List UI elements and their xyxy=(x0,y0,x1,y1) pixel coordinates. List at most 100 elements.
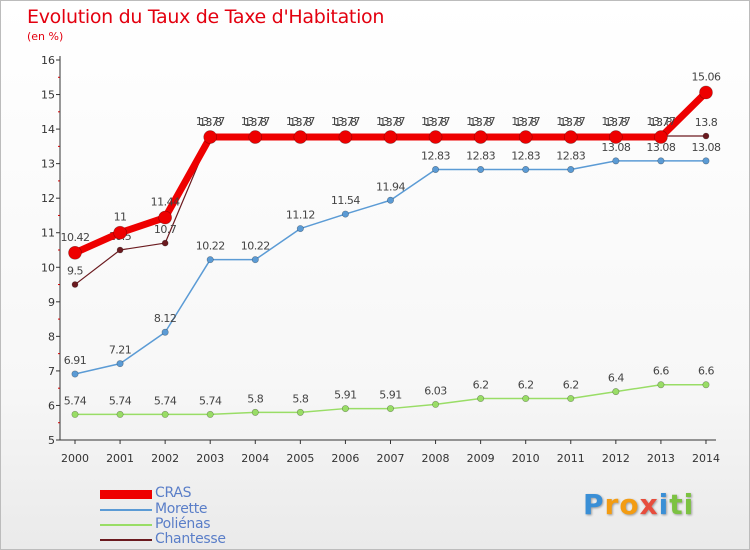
data-label-chantesse: 13.8 xyxy=(244,116,267,129)
legend-swatch-morette xyxy=(100,509,152,511)
data-label-chantesse: 13.8 xyxy=(560,116,583,129)
data-point-chantesse xyxy=(161,239,169,247)
data-label-polienas: 6.4 xyxy=(608,372,624,385)
data-label-morette: 11.54 xyxy=(331,194,360,207)
data-point-polienas xyxy=(296,408,304,416)
y-tick-label: 11 xyxy=(41,227,55,240)
axes: 5 6 7 8 9 10 11 12 13 14 15 16 2000 2001 2002 2003 2004 2… xyxy=(41,54,720,465)
legend-label-polienas: Poliénas xyxy=(155,516,211,532)
data-label-chantesse: 13.8 xyxy=(334,116,357,129)
legend-swatch-polienas xyxy=(100,524,152,526)
x-tick-label: 2005 xyxy=(286,452,314,465)
data-point-morette xyxy=(206,256,214,264)
data-point-cras xyxy=(428,130,443,144)
y-tick-label: 6 xyxy=(48,399,55,412)
data-point-morette xyxy=(386,196,394,204)
data-label-polienas: 6.2 xyxy=(473,379,489,392)
proxiti-logo: Proxiti xyxy=(583,488,694,521)
logo-letter: i xyxy=(683,488,695,521)
data-label-cras: 15.06 xyxy=(691,70,720,83)
data-point-morette xyxy=(251,256,259,264)
y-tick-label: 8 xyxy=(48,330,55,343)
data-label-chantesse: 13.8 xyxy=(650,116,673,129)
y-tick-label: 5 xyxy=(48,434,55,447)
x-tick-label: 2012 xyxy=(602,452,630,465)
data-point-cras xyxy=(293,130,308,144)
data-point-polienas xyxy=(161,410,169,418)
legend-item-cras[interactable]: CRAS xyxy=(100,485,300,502)
data-label-chantesse: 13.8 xyxy=(289,116,312,129)
data-label-cras: 10.42 xyxy=(61,231,90,244)
data-label-cras: 13.77 xyxy=(601,115,630,128)
data-point-morette xyxy=(657,157,665,165)
x-tick-label: 2013 xyxy=(647,452,675,465)
data-label-polienas: 6.2 xyxy=(563,379,579,392)
data-point-cras xyxy=(338,130,353,144)
data-label-cras: 13.77 xyxy=(331,115,360,128)
data-label-chantesse: 13.8 xyxy=(695,116,718,129)
data-label-cras: 13.77 xyxy=(196,115,225,128)
data-point-cras xyxy=(518,130,533,144)
legend-item-polienas[interactable]: Poliénas xyxy=(100,516,300,533)
data-point-polienas xyxy=(71,410,79,418)
data-point-cras xyxy=(158,210,172,225)
data-label-morette: 8.12 xyxy=(154,312,177,325)
x-tick-label: 2010 xyxy=(512,452,540,465)
data-point-polienas xyxy=(477,395,485,403)
data-label-polienas: 5.74 xyxy=(154,394,177,407)
data-point-cras xyxy=(563,130,578,144)
legend-swatch-chantesse xyxy=(100,539,152,541)
data-point-polienas xyxy=(522,395,530,403)
x-tick-label: 2003 xyxy=(196,452,224,465)
data-label-cras: 11 xyxy=(114,211,127,224)
data-label-chantesse: 13.8 xyxy=(379,116,402,129)
data-point-cras xyxy=(609,130,623,144)
x-tick-label: 2007 xyxy=(376,452,404,465)
data-label-morette: 11.12 xyxy=(286,209,315,222)
data-point-morette xyxy=(477,166,485,174)
data-point-chantesse xyxy=(71,281,79,288)
legend-item-chantesse[interactable]: Chantesse xyxy=(100,531,300,548)
data-point-polienas xyxy=(702,381,710,389)
x-tick-label: 2000 xyxy=(61,452,89,465)
data-label-morette: 13.08 xyxy=(691,141,720,154)
data-point-cras xyxy=(383,130,398,144)
legend-label-chantesse: Chantesse xyxy=(155,531,226,547)
data-label-morette: 7.21 xyxy=(109,344,132,357)
data-label-cras: 13.77 xyxy=(646,115,675,128)
data-point-chantesse xyxy=(116,246,124,254)
y-tick-label: 13 xyxy=(41,158,55,171)
data-label-polienas: 5.91 xyxy=(334,389,357,402)
x-tick-label: 2014 xyxy=(692,452,720,465)
data-label-morette: 12.83 xyxy=(556,150,585,163)
data-point-polienas xyxy=(116,410,124,418)
x-tick-label: 2002 xyxy=(151,452,179,465)
data-point-morette xyxy=(341,210,349,218)
series-layer: 9.510.510.713.813.813.813.813.813.813.81… xyxy=(61,70,721,418)
data-point-polienas xyxy=(612,388,620,396)
y-tick-label: 7 xyxy=(48,365,55,378)
x-tick-label: 2008 xyxy=(422,452,450,465)
x-tick-label: 2001 xyxy=(106,452,134,465)
data-point-cras xyxy=(68,245,82,260)
data-point-polienas xyxy=(386,405,394,413)
legend-item-morette[interactable]: Morette xyxy=(100,501,300,518)
legend-swatch-cras xyxy=(100,490,152,499)
data-label-cras: 13.77 xyxy=(421,115,450,128)
data-label-cras: 13.77 xyxy=(511,115,540,128)
data-label-polienas: 5.91 xyxy=(379,389,402,402)
data-label-morette: 13.08 xyxy=(601,141,630,154)
x-tick-label: 2011 xyxy=(557,452,585,465)
data-point-morette xyxy=(522,166,530,174)
series-morette: 6.91 7.21 8.12 10.22 10.22 11.12 11.54 11.94 12.… xyxy=(64,141,721,378)
data-label-morette: 6.91 xyxy=(64,354,87,367)
data-label-cras: 13.77 xyxy=(376,115,405,128)
data-point-cras xyxy=(699,85,713,100)
data-label-polienas: 6.2 xyxy=(518,379,534,392)
chart-subtitle: (en %) xyxy=(27,30,64,43)
data-point-cras xyxy=(654,130,668,144)
data-label-cras: 13.77 xyxy=(466,115,495,128)
y-tick-label: 9 xyxy=(48,296,55,309)
data-point-polienas xyxy=(567,395,575,403)
